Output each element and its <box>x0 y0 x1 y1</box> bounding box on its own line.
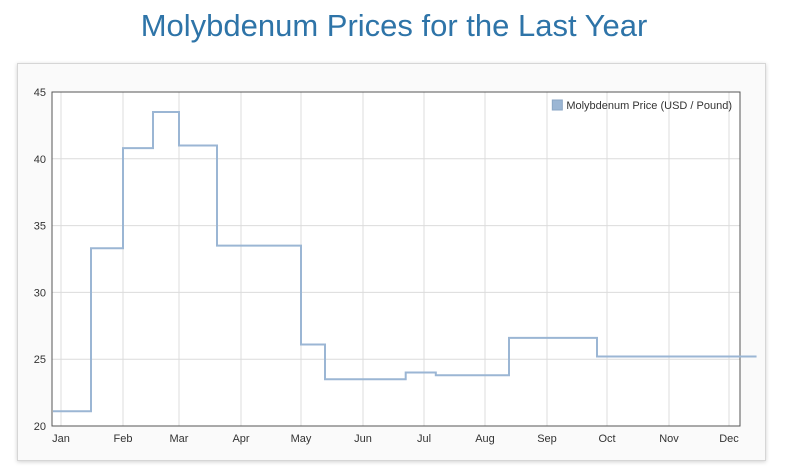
y-tick-label: 25 <box>34 354 46 366</box>
y-tick-label: 40 <box>34 154 46 166</box>
x-tick-label: Aug <box>475 433 495 445</box>
y-tick-label: 20 <box>34 421 46 433</box>
y-tick-label: 35 <box>34 221 46 233</box>
x-tick-label: Jan <box>52 433 70 445</box>
plot-border <box>51 91 741 427</box>
x-tick-label: May <box>291 433 312 445</box>
plot-area <box>52 92 740 426</box>
x-tick-label: Jul <box>417 433 431 445</box>
chart-panel: 20 25 30 35 40 45 Jan Feb Mar Apr May Jun Jul Aug Sep O… <box>17 63 766 461</box>
x-tick-label: Oct <box>598 433 615 445</box>
x-tick-label: Feb <box>114 433 133 445</box>
x-tick-label: Jun <box>354 433 372 445</box>
legend-swatch <box>551 99 563 111</box>
legend-label: Molybdenum Price (USD / Pound) <box>566 100 732 112</box>
x-tick-label: Apr <box>232 433 249 445</box>
y-tick-label: 45 <box>34 87 46 99</box>
x-tick-label: Nov <box>659 433 679 445</box>
molybdenum-price-chart: 20 25 30 35 40 45 Jan Feb Mar Apr May Jun Jul Aug Sep O… <box>34 87 757 445</box>
y-tick-label: 30 <box>34 287 46 299</box>
x-tick-label: Sep <box>537 433 557 445</box>
x-tick-label: Mar <box>170 433 189 445</box>
page-title: Molybdenum Prices for the Last Year <box>140 8 648 43</box>
x-tick-label: Dec <box>719 433 739 445</box>
